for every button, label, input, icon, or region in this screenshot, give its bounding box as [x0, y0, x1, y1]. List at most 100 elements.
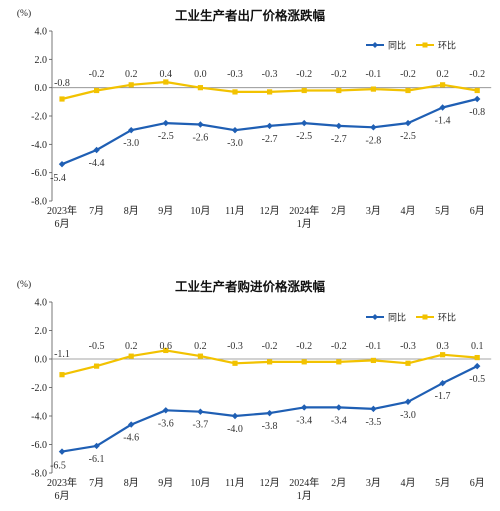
y-tick-label: -4.0	[31, 140, 47, 151]
data-point-yoy	[197, 121, 204, 128]
y-tick-label: -8.0	[31, 197, 47, 208]
data-point-mom	[128, 82, 134, 88]
data-label-yoy: -4.0	[227, 424, 243, 435]
data-point-yoy	[266, 122, 273, 130]
x-tick-label: 4月	[401, 205, 416, 217]
data-label-yoy: -2.7	[331, 134, 347, 145]
data-point-yoy	[231, 412, 239, 420]
data-label-yoy: -2.5	[296, 131, 312, 142]
data-point-yoy	[439, 104, 446, 111]
legend-label-mom: 环比	[438, 312, 456, 324]
data-label-mom: -0.1	[365, 341, 381, 352]
data-point-mom	[301, 87, 307, 94]
data-point-mom	[94, 363, 100, 369]
data-point-yoy	[404, 119, 412, 127]
data-label-mom: -0.1	[365, 69, 381, 80]
series-yoy: -6.5 -6.1 -4.6 -3.6 -3.7 -4.0 -3.8 -3.4 -3.4 -3.5…	[50, 362, 485, 472]
y-tick-label: -6.0	[31, 168, 47, 179]
data-label-yoy: -2.8	[365, 135, 381, 146]
data-label-yoy: -2.5	[158, 131, 174, 142]
data-point-mom	[474, 87, 480, 94]
data-point-mom	[197, 353, 203, 359]
data-point-yoy	[301, 404, 308, 411]
data-point-mom	[163, 79, 169, 85]
data-point-yoy	[335, 122, 342, 130]
data-point-mom	[232, 360, 238, 366]
data-point-mom	[301, 359, 307, 365]
x-tick-label: 8月	[124, 477, 139, 489]
legend-marker-yoy	[372, 314, 378, 320]
legend-label-yoy: 同比	[388, 40, 406, 52]
data-label-yoy: -6.1	[89, 454, 105, 465]
x-tick-label: 8月	[124, 205, 139, 217]
data-label-yoy: -3.8	[262, 421, 278, 432]
data-point-mom	[197, 85, 203, 91]
data-label-mom: -1.1	[54, 349, 70, 360]
chart-1: 工业生产者出厂价格涨跌幅 (%) 4.0 2.0 0.0 -2.0 -4.0 -6.0 -8.0…	[17, 8, 492, 230]
data-label-yoy: -2.5	[400, 131, 416, 142]
x-tick-label: 1月	[297, 218, 312, 230]
y-axis-unit: (%)	[17, 279, 31, 290]
data-point-yoy	[128, 421, 135, 428]
x-tick-label: 6月	[470, 205, 485, 217]
y-tick-label: 4.0	[35, 27, 48, 38]
data-point-mom	[267, 89, 273, 95]
x-tick-label: 11月	[225, 477, 245, 489]
data-point-yoy	[162, 119, 169, 127]
data-label-mom: 0.4	[160, 69, 173, 80]
y-tick-label: 2.0	[35, 326, 48, 337]
x-tick-label: 1月	[297, 490, 312, 502]
data-point-mom	[405, 87, 411, 94]
x-tick-label: 2月	[331, 205, 346, 217]
data-point-mom	[59, 96, 65, 102]
data-label-mom: 0.2	[436, 69, 449, 80]
data-point-yoy	[474, 95, 481, 103]
data-label-mom: 0.1	[471, 341, 484, 352]
legend-label-mom: 环比	[438, 40, 456, 52]
data-label-yoy: -0.8	[469, 107, 485, 118]
y-tick-label: 2.0	[35, 55, 48, 66]
legend: 同比 环比	[366, 312, 456, 324]
data-point-mom	[59, 372, 65, 378]
data-label-yoy: -1.4	[435, 116, 451, 127]
x-tick-label: 5月	[435, 205, 450, 217]
data-label-mom: 0.3	[436, 341, 449, 352]
data-point-yoy	[231, 126, 239, 134]
x-tick-label: 6月	[55, 490, 70, 502]
y-tick-label: 0.0	[35, 355, 48, 366]
data-label-yoy: -3.7	[192, 420, 208, 431]
data-point-mom	[440, 352, 446, 358]
data-label-mom: 0.0	[194, 69, 207, 80]
data-point-mom	[370, 357, 376, 364]
legend: 同比 环比	[366, 40, 456, 52]
data-point-yoy	[128, 126, 135, 134]
data-label-mom: -0.8	[54, 78, 70, 89]
chart-2: 工业生产者购进价格涨跌幅 (%) 4.0 2.0 0.0 -2.0 -4.0 -6.0 -8.0…	[17, 279, 492, 502]
data-point-yoy	[474, 362, 481, 370]
legend-marker-mom	[422, 42, 428, 48]
data-point-yoy	[370, 124, 377, 131]
series-mom: -1.1 -0.5 0.2 0.6 0.2 -0.3 -0.2 -0.2 -0.2 -0.1 -0.…	[54, 341, 484, 378]
x-tick-label: 7月	[89, 477, 104, 489]
data-label-mom: -0.2	[89, 69, 105, 80]
data-label-yoy: -3.6	[158, 418, 174, 429]
data-point-yoy	[266, 409, 273, 417]
data-label-yoy: -3.4	[331, 415, 347, 426]
data-label-yoy: -4.6	[123, 433, 139, 444]
data-label-mom: -0.2	[296, 69, 312, 80]
x-tick-label: 6月	[470, 477, 485, 489]
data-label-mom: 0.6	[160, 341, 173, 352]
data-label-mom: -0.5	[89, 341, 105, 352]
x-tick-label: 10月	[190, 205, 210, 217]
data-point-yoy	[439, 380, 446, 387]
data-label-yoy: -5.4	[50, 173, 66, 184]
x-tick-label: 3月	[366, 477, 381, 489]
data-label-mom: 0.2	[125, 69, 138, 80]
x-tick-label: 9月	[158, 477, 173, 489]
data-point-mom	[336, 359, 342, 365]
data-label-yoy: -0.5	[469, 374, 485, 385]
x-tick-label: 11月	[225, 205, 245, 217]
x-tick-label: 3月	[366, 205, 381, 217]
